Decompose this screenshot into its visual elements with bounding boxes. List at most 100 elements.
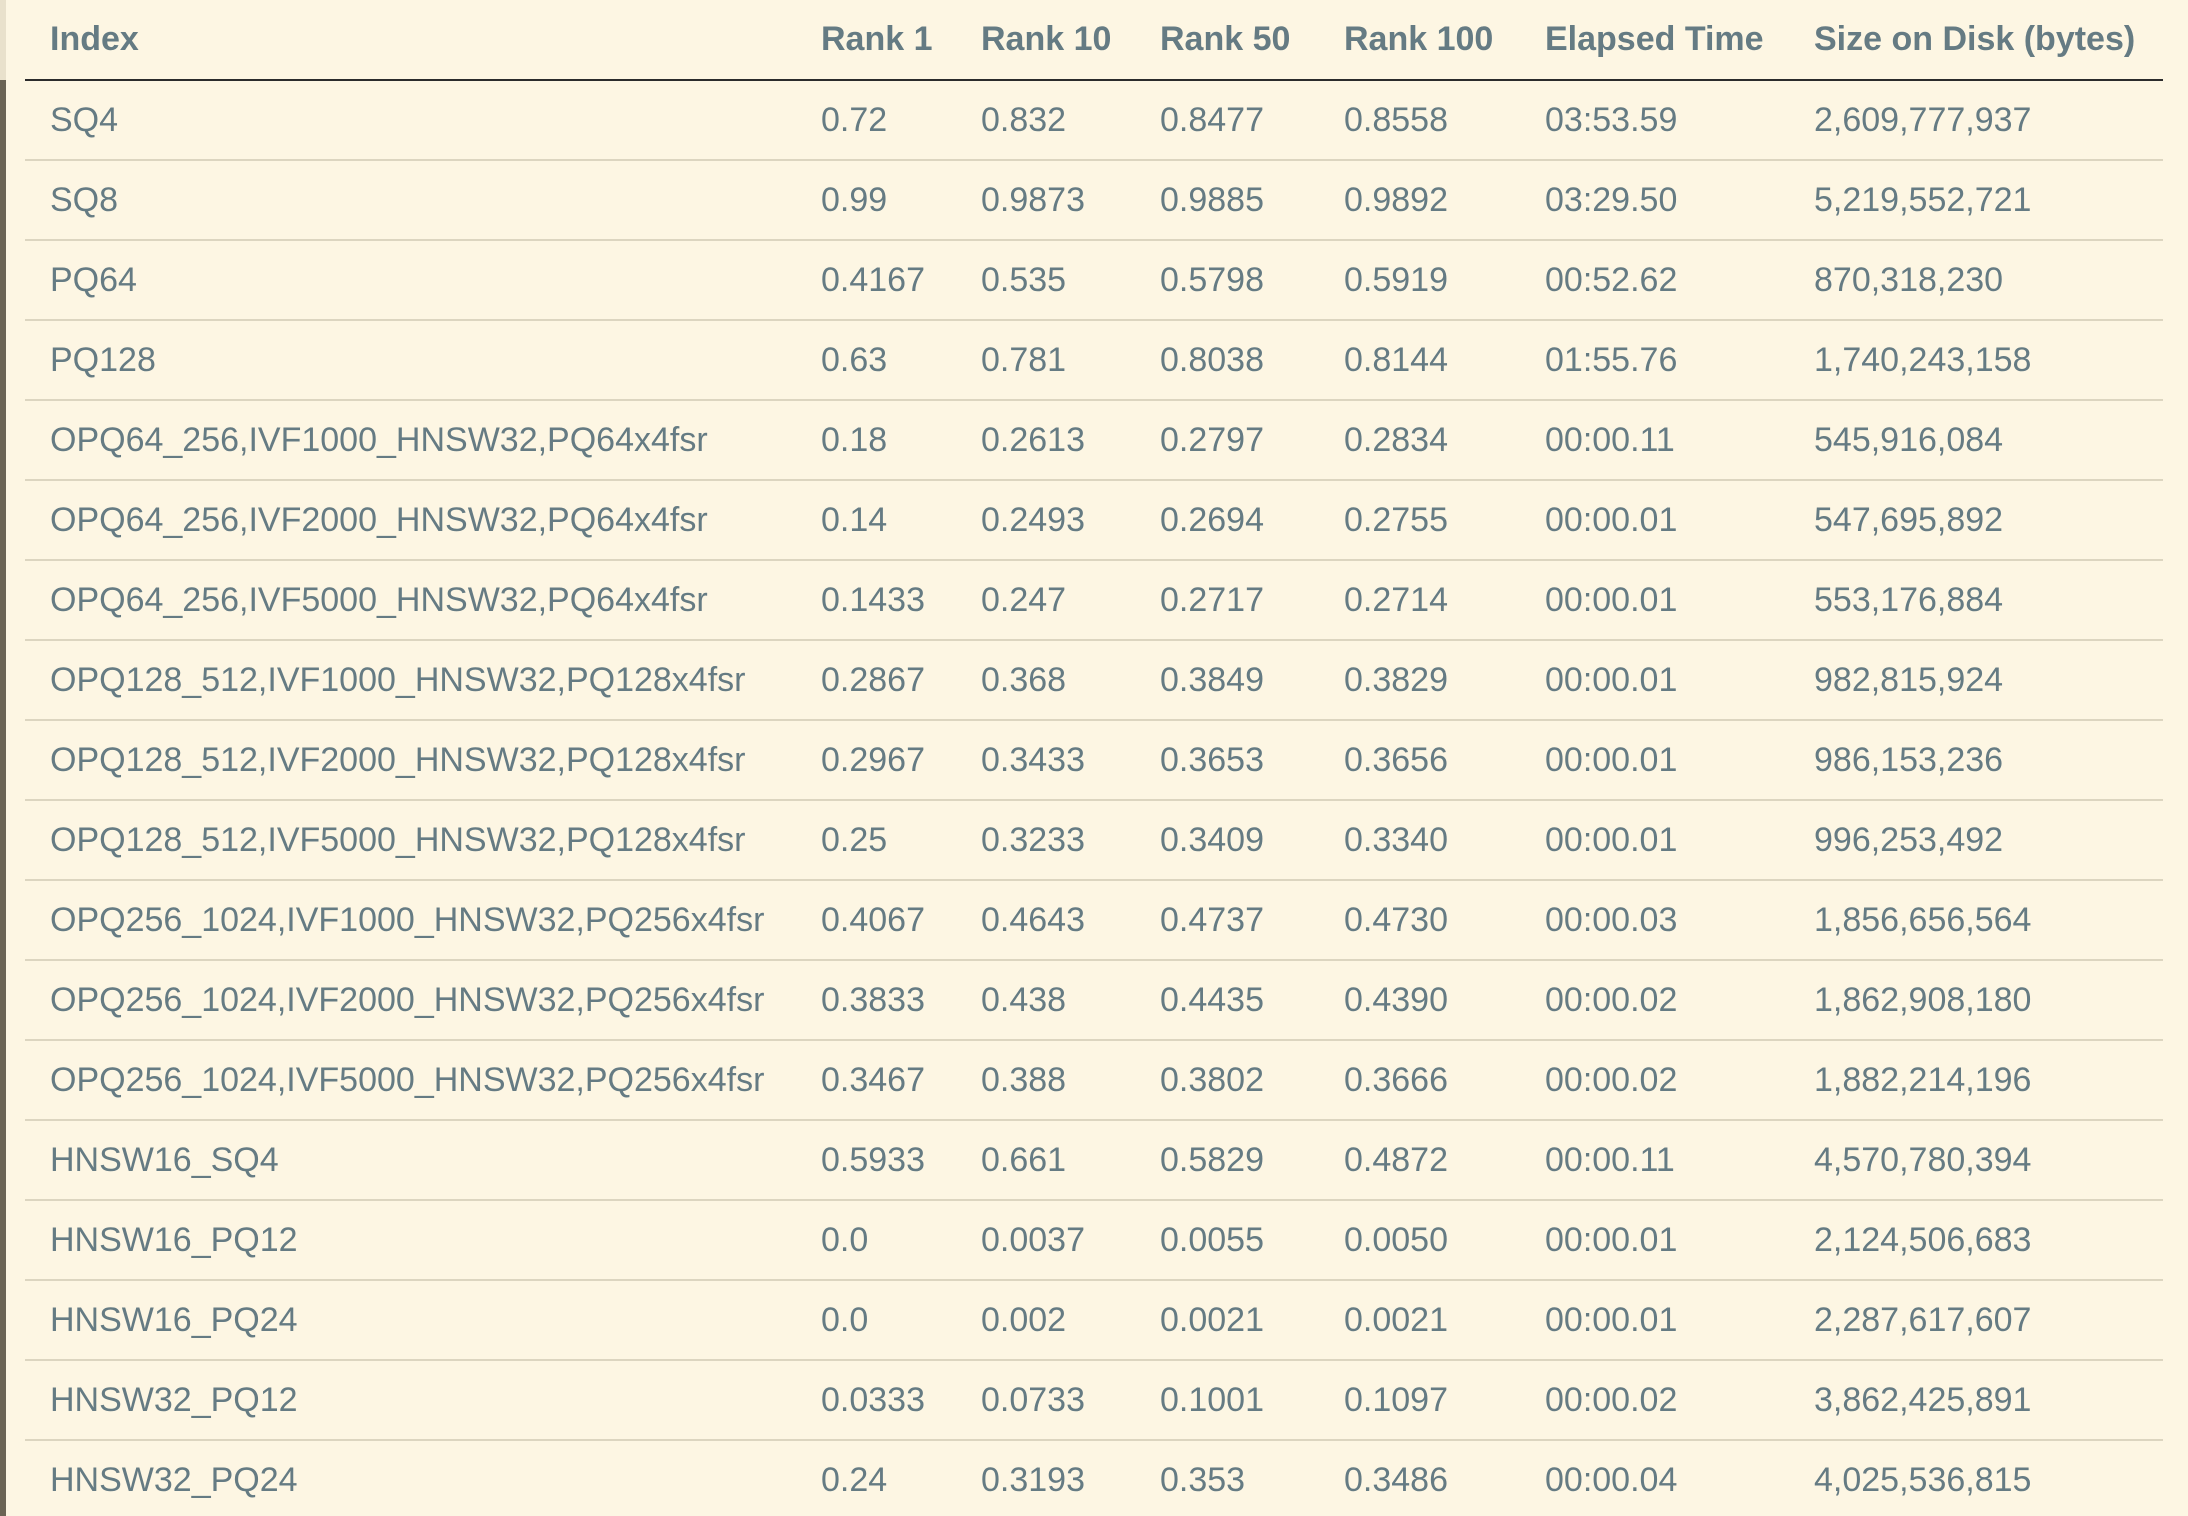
cell-rank-50: 0.3653 xyxy=(1135,720,1319,801)
cell-rank-10: 0.9873 xyxy=(956,160,1135,241)
table-row: OPQ128_512,IVF2000_HNSW32,PQ128x4fsr 0.29… xyxy=(25,720,2163,801)
cell-index: SQ8 xyxy=(25,160,796,241)
cell-size-on-disk: 996,253,492 xyxy=(1789,800,2163,881)
cell-rank-1: 0.25 xyxy=(796,800,956,881)
table-row: OPQ64_256,IVF5000_HNSW32,PQ64x4fsr 0.1433… xyxy=(25,560,2163,641)
cell-elapsed-time: 03:29.50 xyxy=(1520,160,1789,241)
cell-rank-1: 0.14 xyxy=(796,480,956,561)
cell-rank-50: 0.0055 xyxy=(1135,1200,1319,1281)
header-index: Index xyxy=(25,0,796,81)
table-row: OPQ256_1024,IVF2000_HNSW32,PQ256x4fsr 0.3… xyxy=(25,960,2163,1041)
left-border-top xyxy=(0,0,6,80)
table-row: SQ4 0.72 0.832 0.8477 0.8558 03:53.59 2,609,77… xyxy=(25,80,2163,161)
table-row: HNSW16_SQ4 0.5933 0.661 0.5829 0.4872 00:00.1… xyxy=(25,1120,2163,1201)
table-header: Index Rank 1 Rank 10 Rank 50 Rank 100 El… xyxy=(25,0,2163,81)
cell-elapsed-time: 00:00.11 xyxy=(1520,400,1789,481)
cell-rank-100: 0.2714 xyxy=(1319,560,1520,641)
cell-elapsed-time: 00:00.03 xyxy=(1520,880,1789,961)
cell-size-on-disk: 4,025,536,815 xyxy=(1789,1440,2163,1516)
cell-rank-100: 0.3340 xyxy=(1319,800,1520,881)
cell-elapsed-time: 00:00.02 xyxy=(1520,1360,1789,1441)
cell-rank-100: 0.2834 xyxy=(1319,400,1520,481)
cell-rank-100: 0.4390 xyxy=(1319,960,1520,1041)
cell-rank-1: 0.24 xyxy=(796,1440,956,1516)
cell-index: HNSW16_SQ4 xyxy=(25,1120,796,1201)
cell-rank-100: 0.9892 xyxy=(1319,160,1520,241)
cell-rank-10: 0.0733 xyxy=(956,1360,1135,1441)
cell-rank-50: 0.2797 xyxy=(1135,400,1319,481)
cell-rank-1: 0.72 xyxy=(796,80,956,161)
cell-rank-100: 0.3656 xyxy=(1319,720,1520,801)
cell-rank-1: 0.3467 xyxy=(796,1040,956,1121)
cell-size-on-disk: 2,609,777,937 xyxy=(1789,80,2163,161)
cell-rank-100: 0.1097 xyxy=(1319,1360,1520,1441)
cell-elapsed-time: 01:55.76 xyxy=(1520,320,1789,401)
cell-rank-10: 0.4643 xyxy=(956,880,1135,961)
cell-rank-50: 0.1001 xyxy=(1135,1360,1319,1441)
cell-rank-50: 0.2694 xyxy=(1135,480,1319,561)
cell-rank-50: 0.8477 xyxy=(1135,80,1319,161)
header-rank-50: Rank 50 xyxy=(1135,0,1319,81)
cell-rank-1: 0.63 xyxy=(796,320,956,401)
cell-rank-100: 0.0021 xyxy=(1319,1280,1520,1361)
cell-elapsed-time: 00:00.11 xyxy=(1520,1120,1789,1201)
cell-index: OPQ128_512,IVF1000_HNSW32,PQ128x4fsr xyxy=(25,640,796,721)
cell-rank-50: 0.5829 xyxy=(1135,1120,1319,1201)
cell-index: OPQ128_512,IVF2000_HNSW32,PQ128x4fsr xyxy=(25,720,796,801)
cell-elapsed-time: 00:00.01 xyxy=(1520,1280,1789,1361)
cell-elapsed-time: 00:00.02 xyxy=(1520,960,1789,1041)
cell-index: OPQ128_512,IVF5000_HNSW32,PQ128x4fsr xyxy=(25,800,796,881)
cell-elapsed-time: 00:00.01 xyxy=(1520,640,1789,721)
cell-rank-50: 0.3849 xyxy=(1135,640,1319,721)
cell-rank-50: 0.9885 xyxy=(1135,160,1319,241)
cell-size-on-disk: 1,740,243,158 xyxy=(1789,320,2163,401)
header-elapsed-time: Elapsed Time xyxy=(1520,0,1789,81)
cell-rank-100: 0.4730 xyxy=(1319,880,1520,961)
table-row: OPQ256_1024,IVF5000_HNSW32,PQ256x4fsr 0.3… xyxy=(25,1040,2163,1121)
cell-rank-1: 0.4167 xyxy=(796,240,956,321)
cell-rank-10: 0.3433 xyxy=(956,720,1135,801)
cell-size-on-disk: 547,695,892 xyxy=(1789,480,2163,561)
cell-size-on-disk: 1,882,214,196 xyxy=(1789,1040,2163,1121)
cell-rank-10: 0.535 xyxy=(956,240,1135,321)
header-size-on-disk: Size on Disk (bytes) xyxy=(1789,0,2163,81)
cell-rank-50: 0.0021 xyxy=(1135,1280,1319,1361)
cell-index: PQ128 xyxy=(25,320,796,401)
cell-rank-100: 0.3486 xyxy=(1319,1440,1520,1516)
cell-index: HNSW32_PQ12 xyxy=(25,1360,796,1441)
header-rank-1: Rank 1 xyxy=(796,0,956,81)
table-row: OPQ128_512,IVF5000_HNSW32,PQ128x4fsr 0.25… xyxy=(25,800,2163,881)
header-row: Index Rank 1 Rank 10 Rank 50 Rank 100 El… xyxy=(25,0,2163,81)
cell-rank-1: 0.1433 xyxy=(796,560,956,641)
cell-rank-100: 0.2755 xyxy=(1319,480,1520,561)
cell-elapsed-time: 00:00.01 xyxy=(1520,560,1789,641)
cell-rank-1: 0.2967 xyxy=(796,720,956,801)
cell-rank-10: 0.832 xyxy=(956,80,1135,161)
cell-rank-10: 0.388 xyxy=(956,1040,1135,1121)
table-row: HNSW16_PQ12 0.0 0.0037 0.0055 0.0050 00:00.01… xyxy=(25,1200,2163,1281)
cell-rank-50: 0.4435 xyxy=(1135,960,1319,1041)
cell-rank-1: 0.3833 xyxy=(796,960,956,1041)
cell-rank-50: 0.5798 xyxy=(1135,240,1319,321)
cell-index: OPQ256_1024,IVF5000_HNSW32,PQ256x4fsr xyxy=(25,1040,796,1121)
cell-rank-1: 0.0333 xyxy=(796,1360,956,1441)
cell-rank-1: 0.4067 xyxy=(796,880,956,961)
cell-rank-10: 0.368 xyxy=(956,640,1135,721)
cell-rank-50: 0.353 xyxy=(1135,1440,1319,1516)
cell-rank-50: 0.2717 xyxy=(1135,560,1319,641)
cell-elapsed-time: 03:53.59 xyxy=(1520,80,1789,161)
cell-elapsed-time: 00:00.01 xyxy=(1520,720,1789,801)
header-rank-10: Rank 10 xyxy=(956,0,1135,81)
cell-rank-10: 0.0037 xyxy=(956,1200,1135,1281)
cell-rank-10: 0.781 xyxy=(956,320,1135,401)
cell-rank-10: 0.2613 xyxy=(956,400,1135,481)
table-row: HNSW16_PQ24 0.0 0.002 0.0021 0.0021 00:00.01 2… xyxy=(25,1280,2163,1361)
cell-rank-100: 0.8144 xyxy=(1319,320,1520,401)
cell-rank-1: 0.99 xyxy=(796,160,956,241)
cell-rank-100: 0.3666 xyxy=(1319,1040,1520,1121)
cell-index: PQ64 xyxy=(25,240,796,321)
table-body: SQ4 0.72 0.832 0.8477 0.8558 03:53.59 2,609,77… xyxy=(25,80,2163,1516)
table-row: PQ64 0.4167 0.535 0.5798 0.5919 00:52.62 870,3… xyxy=(25,240,2163,321)
cell-elapsed-time: 00:00.01 xyxy=(1520,800,1789,881)
